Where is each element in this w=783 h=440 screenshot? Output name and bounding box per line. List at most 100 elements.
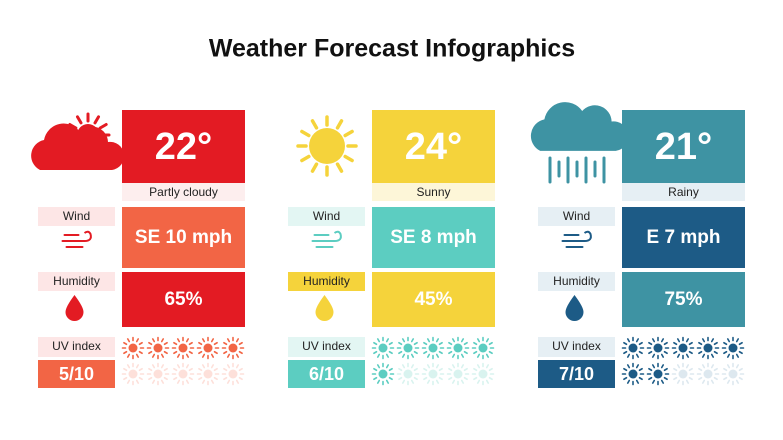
temperature: 21° xyxy=(655,126,712,168)
sun-ray xyxy=(373,341,378,346)
uv-value-box xyxy=(38,360,115,388)
sun-ray xyxy=(635,364,640,369)
sun-ray xyxy=(151,338,156,343)
sun-core xyxy=(653,369,663,379)
forecast-card: 22° Partly cloudy Wind SE 10 mph Humidity 65%… xyxy=(31,110,245,388)
sun-ray xyxy=(401,353,406,358)
uv-sun xyxy=(646,362,670,386)
sun-ray xyxy=(93,115,100,125)
sun-ray xyxy=(485,364,490,369)
forecast-card: 24° Sunny Wind SE 8 mph Humidity 45% UV index 6… xyxy=(288,110,495,388)
sun-ray xyxy=(173,341,178,346)
sun-ray xyxy=(623,341,628,346)
sun-ray xyxy=(198,367,203,372)
uv-sun xyxy=(121,362,145,386)
sun-ray xyxy=(376,364,381,369)
humidity-label: Humidity xyxy=(53,274,100,288)
sun-ray xyxy=(485,379,490,384)
sun-ray xyxy=(626,353,631,358)
sun-ray xyxy=(723,376,728,381)
sun-ray xyxy=(473,367,478,372)
humidity-label-box xyxy=(288,272,365,291)
sun-ray xyxy=(148,367,153,372)
sun-ray xyxy=(488,341,493,346)
sun-ray xyxy=(223,376,228,381)
sun-ray xyxy=(413,376,418,381)
sun-ray xyxy=(385,379,390,384)
uv-sun xyxy=(146,336,170,360)
sun-ray xyxy=(198,341,203,346)
sun-ray xyxy=(726,353,731,358)
uv-label-box xyxy=(38,337,115,357)
sun-ray xyxy=(238,350,243,355)
sun-ray xyxy=(123,376,128,381)
sun-core xyxy=(478,343,488,353)
sun-ray xyxy=(160,379,165,384)
sun-ray xyxy=(423,350,428,355)
humidity-label-box xyxy=(538,272,615,291)
uv-sun xyxy=(421,336,445,360)
humidity-icon xyxy=(315,295,334,321)
sun-ray xyxy=(163,341,168,346)
sun-ray xyxy=(300,129,311,138)
sun-ray xyxy=(238,367,243,372)
sun-ray xyxy=(300,154,311,163)
sun-ray xyxy=(185,353,190,358)
sun-ray xyxy=(660,379,665,384)
sun-ray xyxy=(151,364,156,369)
sun-ray xyxy=(388,367,393,372)
sun-ray xyxy=(710,364,715,369)
sun-ray xyxy=(398,367,403,372)
sun-core xyxy=(428,369,438,379)
uv-sun xyxy=(696,336,720,360)
sun-ray xyxy=(738,350,743,355)
sun-ray xyxy=(223,350,228,355)
sun-ray xyxy=(388,341,393,346)
sun-ray xyxy=(438,350,443,355)
sun-ray xyxy=(376,338,381,343)
sun-ray xyxy=(210,379,215,384)
sun-ray xyxy=(438,367,443,372)
sun-ray xyxy=(413,367,418,372)
sun-ray xyxy=(173,376,178,381)
sun-ray xyxy=(473,350,478,355)
wind-label: Wind xyxy=(63,209,90,223)
wind-value-box xyxy=(622,207,745,268)
sun-core xyxy=(153,343,163,353)
humidity-value-box xyxy=(372,272,495,327)
sun-core xyxy=(309,128,345,164)
uv-sun xyxy=(721,362,745,386)
sun-ray xyxy=(635,353,640,358)
sun-core xyxy=(478,369,488,379)
sun-ray xyxy=(688,341,693,346)
sun-ray xyxy=(651,353,656,358)
sun-ray xyxy=(623,367,628,372)
sun-ray xyxy=(676,379,681,384)
uv-value: 5/10 xyxy=(59,364,94,384)
sun-ray xyxy=(135,338,140,343)
sun-ray xyxy=(476,379,481,384)
sun-ray xyxy=(476,364,481,369)
sun-ray xyxy=(726,364,731,369)
sun-ray xyxy=(410,379,415,384)
sun-ray xyxy=(213,376,218,381)
sun-ray xyxy=(663,367,668,372)
uv-sun xyxy=(196,336,220,360)
sun-ray xyxy=(735,364,740,369)
sun-ray xyxy=(185,338,190,343)
sun-ray xyxy=(148,376,153,381)
condition-strip xyxy=(122,183,245,201)
sun-ray xyxy=(663,350,668,355)
sun-ray xyxy=(673,350,678,355)
sun-ray xyxy=(460,353,465,358)
sun-ray xyxy=(213,367,218,372)
sun-ray xyxy=(335,162,344,173)
sun-ray xyxy=(385,353,390,358)
sun-ray xyxy=(460,364,465,369)
sun-ray xyxy=(238,341,243,346)
sun-ray xyxy=(435,379,440,384)
uv-label-box xyxy=(538,337,615,357)
condition-strip xyxy=(622,183,745,201)
wind-label-box xyxy=(288,207,365,226)
